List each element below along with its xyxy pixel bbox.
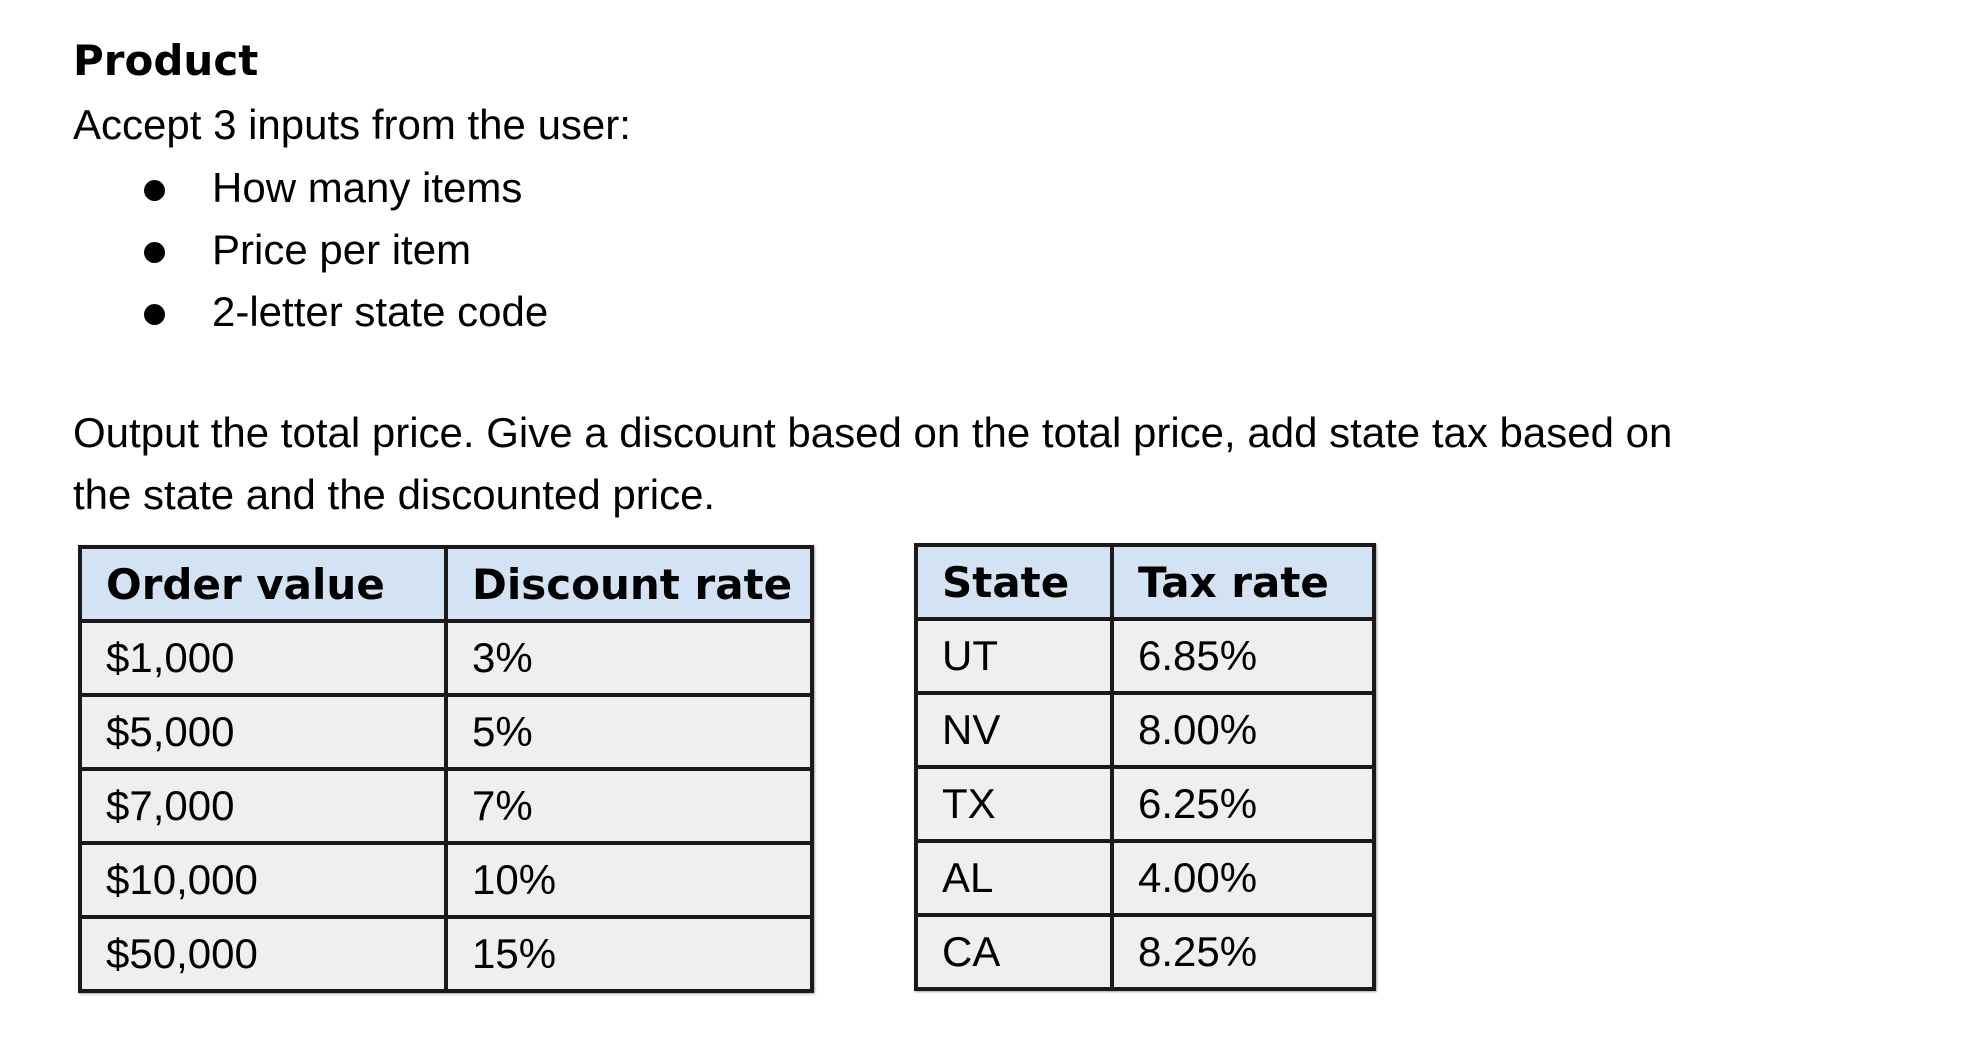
intro-text: Accept 3 inputs from the user: [73, 101, 631, 148]
bullet-icon [144, 242, 165, 263]
tax-rate-cell: 6.25% [1110, 765, 1376, 843]
column-header-order-value: Order value [78, 545, 448, 623]
table-row: $10,000 10% [78, 841, 814, 919]
discount-rate-cell: 7% [444, 767, 814, 845]
discount-rate-cell: 15% [444, 915, 814, 993]
table-row: UT 6.85% [914, 617, 1376, 695]
output-description-line: Output the total price. Give a discount … [73, 409, 1673, 456]
table-row: $50,000 15% [78, 915, 814, 993]
list-item: 2-letter state code [138, 281, 548, 343]
table-row: $7,000 7% [78, 767, 814, 845]
input-list: How many items Price per item 2-letter s… [138, 157, 548, 343]
tax-rate-cell: 6.85% [1110, 617, 1376, 695]
document-heading: Product [73, 36, 259, 85]
order-value-cell: $50,000 [78, 915, 448, 993]
state-cell: CA [914, 913, 1114, 991]
table-header-row: Order value Discount rate [78, 545, 814, 623]
bullet-icon [144, 304, 165, 325]
list-item: Price per item [138, 219, 548, 281]
order-value-cell: $1,000 [78, 619, 448, 697]
table-header-row: State Tax rate [914, 543, 1376, 621]
discount-rate-cell: 5% [444, 693, 814, 771]
column-header-tax-rate: Tax rate [1110, 543, 1376, 621]
table-row: $5,000 5% [78, 693, 814, 771]
tax-table: State Tax rate UT 6.85% NV 8.00% TX 6.25… [914, 543, 1376, 991]
list-item-text: 2-letter state code [212, 288, 549, 335]
table-row: CA 8.25% [914, 913, 1376, 991]
output-description: Output the total price. Give a discount … [73, 402, 1933, 526]
bullet-icon [144, 180, 165, 201]
list-item-text: How many items [212, 164, 523, 211]
discount-table: Order value Discount rate $1,000 3% $5,0… [78, 545, 814, 993]
discount-rate-cell: 10% [444, 841, 814, 919]
list-item-text: Price per item [212, 226, 472, 273]
table-row: NV 8.00% [914, 691, 1376, 769]
column-header-discount-rate: Discount rate [444, 545, 814, 623]
discount-rate-cell: 3% [444, 619, 814, 697]
table-row: TX 6.25% [914, 765, 1376, 843]
table-row: AL 4.00% [914, 839, 1376, 917]
column-header-state: State [914, 543, 1114, 621]
list-item: How many items [138, 157, 548, 219]
output-description-line: the state and the discounted price. [73, 471, 716, 518]
state-cell: AL [914, 839, 1114, 917]
tax-rate-cell: 8.25% [1110, 913, 1376, 991]
tax-rate-cell: 8.00% [1110, 691, 1376, 769]
order-value-cell: $7,000 [78, 767, 448, 845]
tax-rate-cell: 4.00% [1110, 839, 1376, 917]
state-cell: TX [914, 765, 1114, 843]
state-cell: NV [914, 691, 1114, 769]
state-cell: UT [914, 617, 1114, 695]
table-row: $1,000 3% [78, 619, 814, 697]
order-value-cell: $5,000 [78, 693, 448, 771]
order-value-cell: $10,000 [78, 841, 448, 919]
